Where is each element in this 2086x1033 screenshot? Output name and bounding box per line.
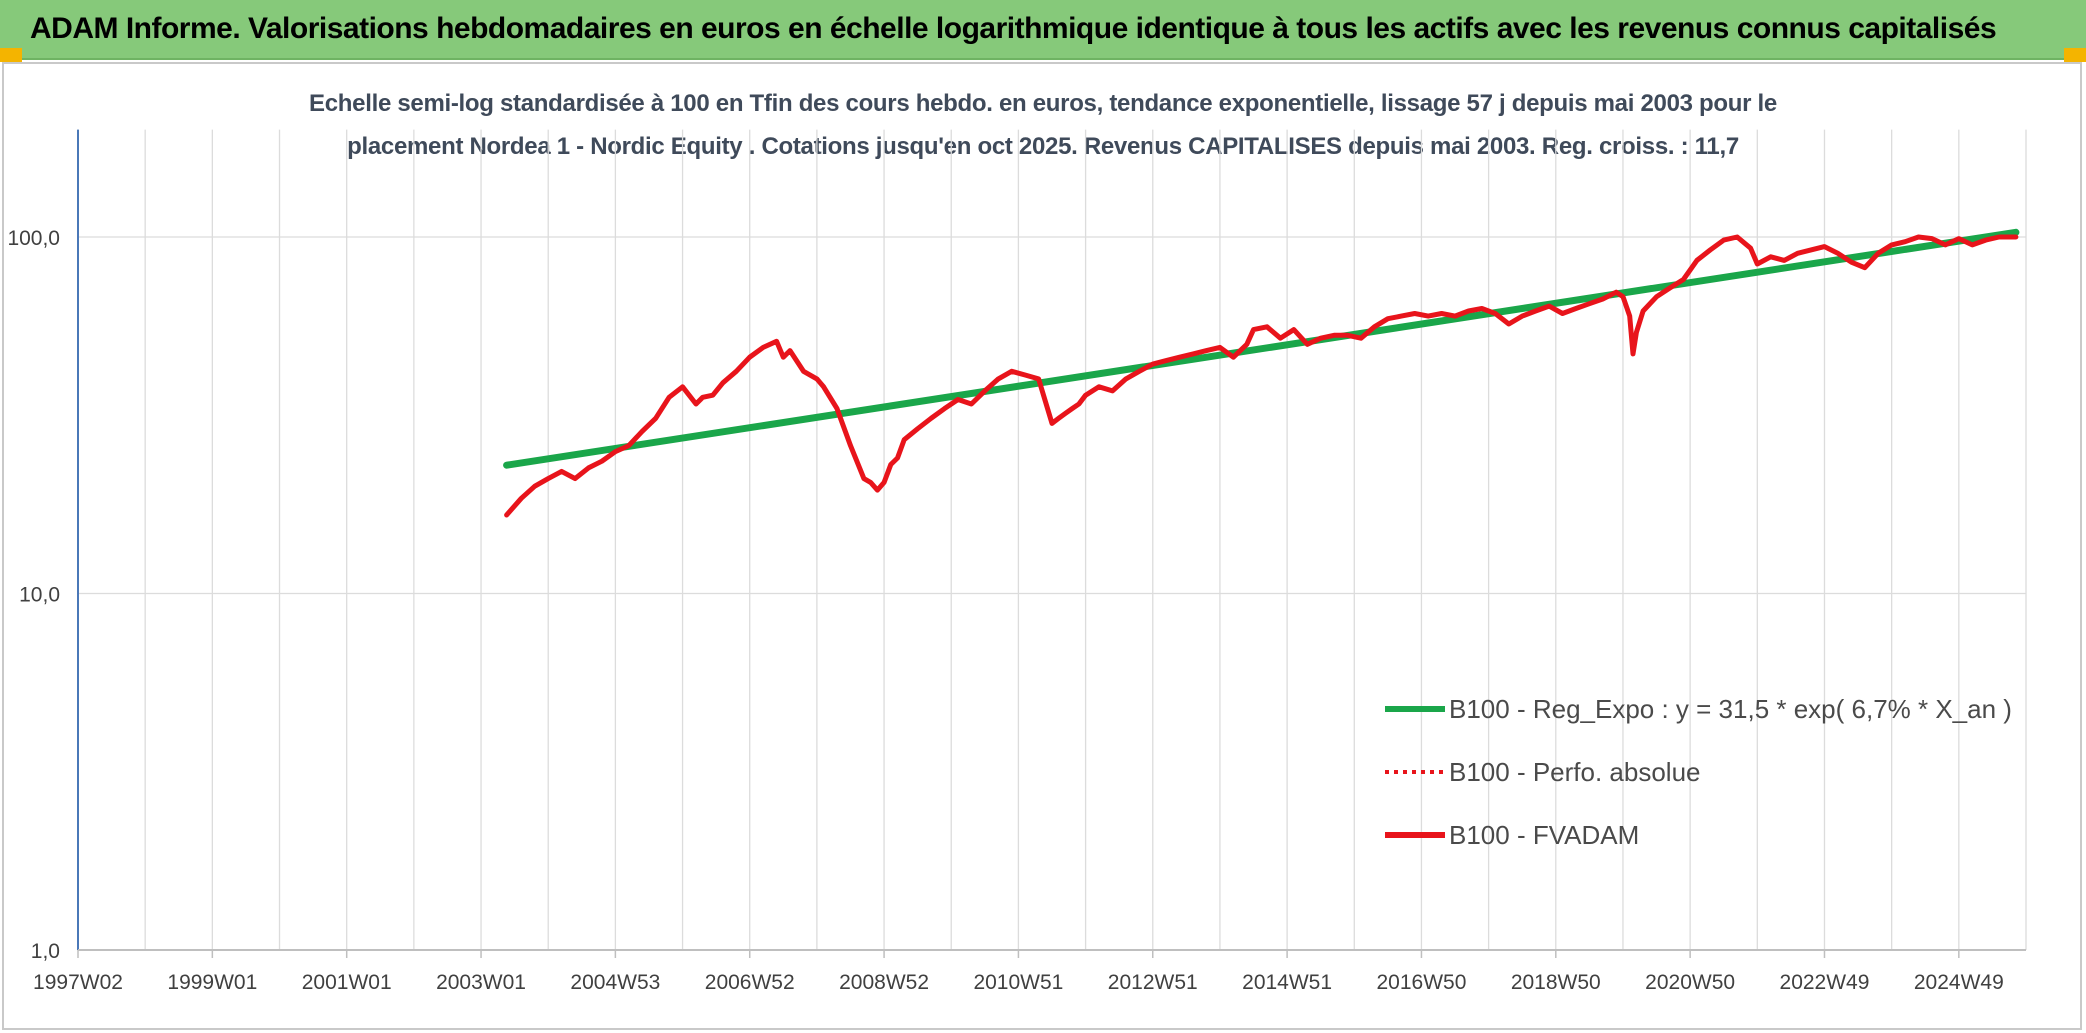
x-tick-label-12: 2020W50	[1645, 971, 1735, 994]
banner-title: ADAM Informe. Valorisations hebdomadaire…	[30, 12, 1997, 45]
x-tick-label-5: 2006W52	[705, 971, 795, 994]
x-tick-label-14: 2024W49	[1914, 971, 2004, 994]
y-tick-label-0: 1,0	[31, 940, 60, 963]
legend-label-0: B100 - Reg_Expo : y = 31,5 * exp( 6,7% *…	[1449, 694, 2012, 724]
corner-marker-right	[2064, 48, 2086, 62]
series-lines	[503, 228, 2020, 518]
x-tick-label-9: 2014W51	[1242, 971, 1332, 994]
chart-subtitle-line-2: placement Nordea 1 - Nordic Equity . Cot…	[347, 133, 1739, 160]
x-tick-label-2: 2001W01	[302, 971, 392, 994]
x-tick-label-0: 1997W02	[33, 971, 123, 994]
series-line-2	[504, 234, 2019, 518]
legend-label-1: B100 - Perfo. absolue	[1449, 757, 1701, 787]
x-tick-label-11: 2018W50	[1511, 971, 1601, 994]
axes	[77, 129, 2026, 951]
x-tick-labels: 1997W02 1999W01 2001W01 2003W01 2004W53 2006W…	[33, 950, 2004, 994]
series-line-0	[503, 228, 2020, 469]
x-tick-label-8: 2012W51	[1108, 971, 1198, 994]
x-tick-label-3: 2003W01	[436, 971, 526, 994]
legend-label-2: B100 - FVADAM	[1449, 820, 1639, 850]
y-tick-label-2: 100,0	[7, 227, 60, 250]
x-tick-label-13: 2022W49	[1780, 971, 1870, 994]
x-tick-label-7: 2010W51	[973, 971, 1063, 994]
y-tick-label-1: 10,0	[19, 584, 60, 607]
x-tick-label-6: 2008W52	[839, 971, 929, 994]
chart-frame	[2, 62, 2082, 1030]
x-tick-label-1: 1999W01	[167, 971, 257, 994]
legend: B100 - Reg_Expo : y = 31,5 * exp( 6,7% *…	[1385, 694, 2012, 850]
chart-subtitle-line-1: Echelle semi-log standardisée à 100 en T…	[309, 90, 1777, 117]
x-tick-label-10: 2016W50	[1376, 971, 1466, 994]
y-tick-labels: 1,0 10,0 100,0	[7, 227, 60, 963]
grid-lines	[77, 129, 2027, 950]
report-banner: ADAM Informe. Valorisations hebdomadaire…	[0, 0, 2086, 60]
corner-marker-left	[0, 48, 22, 62]
x-tick-label-4: 2004W53	[570, 971, 660, 994]
